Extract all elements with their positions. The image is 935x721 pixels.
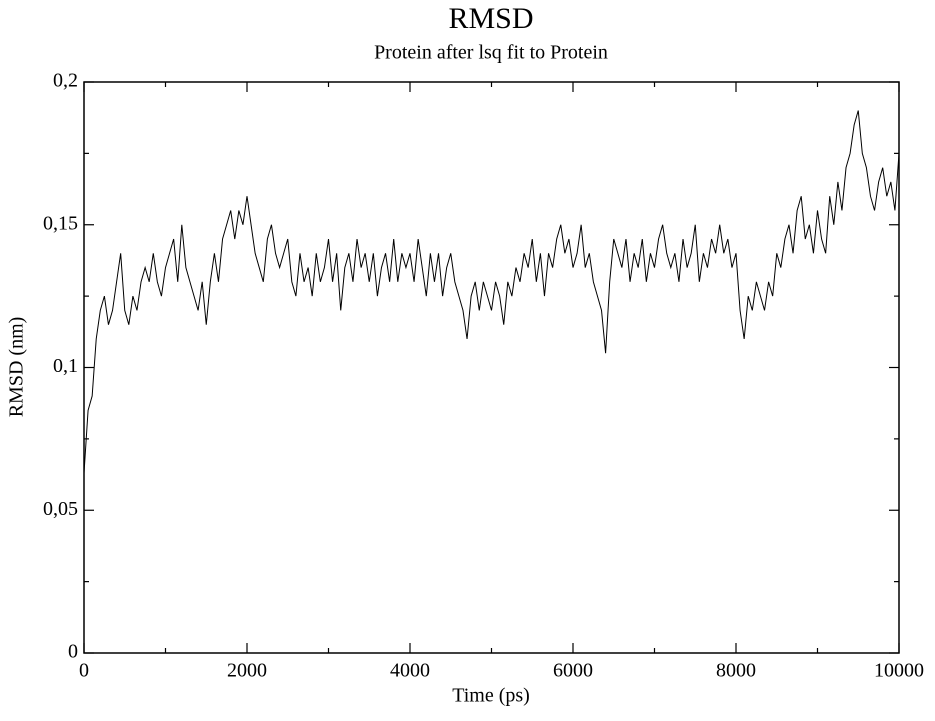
x-tick-label: 6000 — [553, 660, 593, 682]
x-tick-label: 10000 — [874, 660, 924, 682]
y-tick-label: 0 — [68, 641, 78, 663]
x-tick-label: 4000 — [390, 660, 430, 682]
x-tick-label: 0 — [79, 660, 89, 682]
y-tick-label: 0,1 — [53, 355, 78, 377]
x-axis-label: Time (ps) — [452, 685, 530, 707]
y-tick-label: 0,05 — [43, 498, 78, 520]
chart-title: RMSD — [448, 2, 533, 35]
data-line — [83, 110, 900, 474]
x-tick-label: 8000 — [716, 660, 756, 682]
x-tick-label: 2000 — [227, 660, 267, 682]
chart-subtitle: Protein after lsq fit to Protein — [374, 42, 608, 64]
plot-frame — [83, 81, 900, 654]
y-tick-label: 0,2 — [53, 70, 78, 92]
y-tick-label: 0,15 — [43, 212, 78, 234]
y-axis-label: RMSD (nm) — [6, 317, 28, 418]
